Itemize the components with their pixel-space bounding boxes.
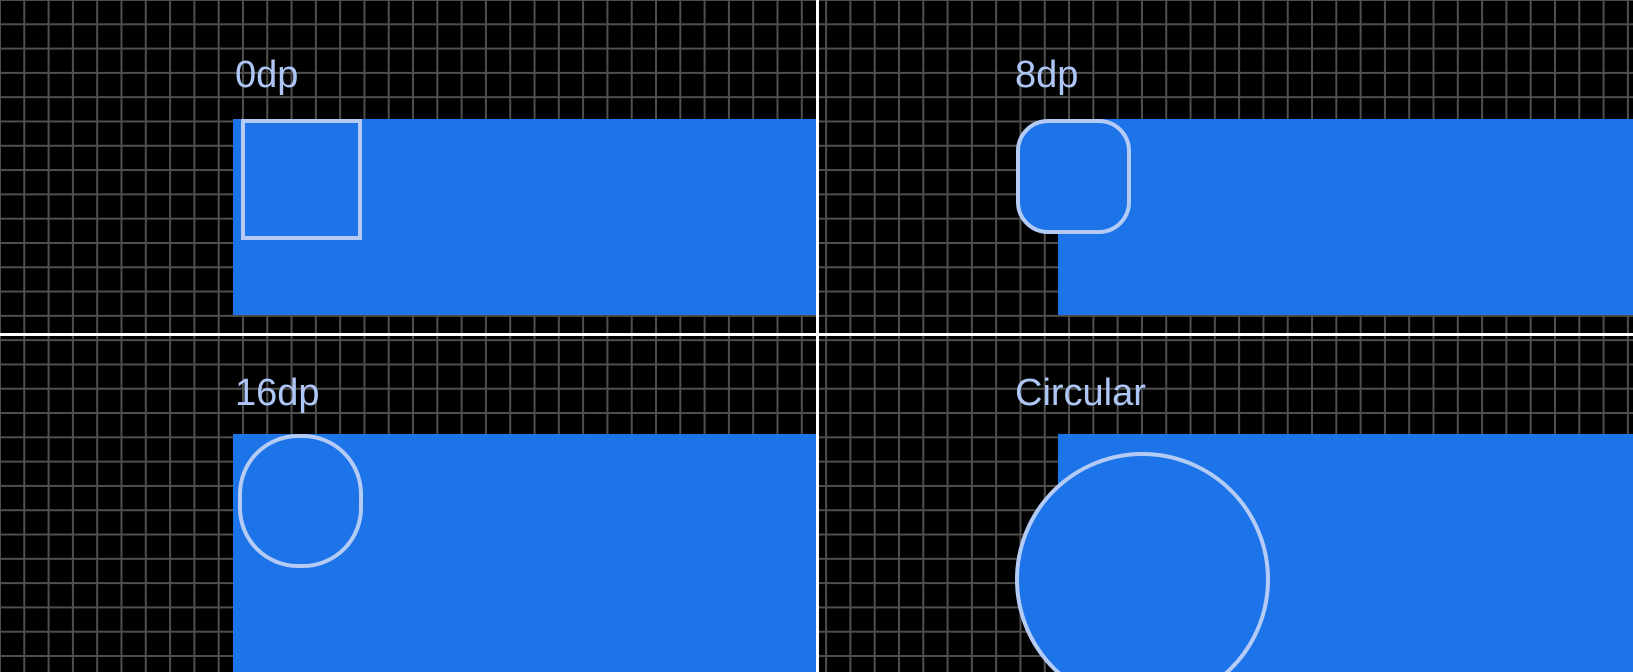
shape-rounded-square-16dp[interactable]	[238, 434, 363, 568]
shape-rounded-square-8dp[interactable]	[1016, 119, 1131, 234]
surface-sheet-8dp	[1058, 119, 1633, 315]
panel-corner-0dp: 0dp	[0, 0, 818, 334]
panel-corner-circular: Circular	[818, 334, 1633, 672]
panel-corner-8dp: 8dp	[818, 0, 1633, 334]
divider-horizontal	[0, 333, 1633, 336]
label-corner-circular: Circular	[1015, 372, 1146, 414]
shape-circle-circular[interactable]	[1015, 452, 1270, 672]
label-corner-8dp: 8dp	[1015, 54, 1079, 96]
label-corner-16dp: 16dp	[235, 372, 320, 414]
divider-vertical	[816, 0, 819, 672]
panel-corner-16dp: 16dp	[0, 334, 818, 672]
shape-square-0dp[interactable]	[241, 119, 362, 240]
label-corner-0dp: 0dp	[235, 54, 299, 96]
